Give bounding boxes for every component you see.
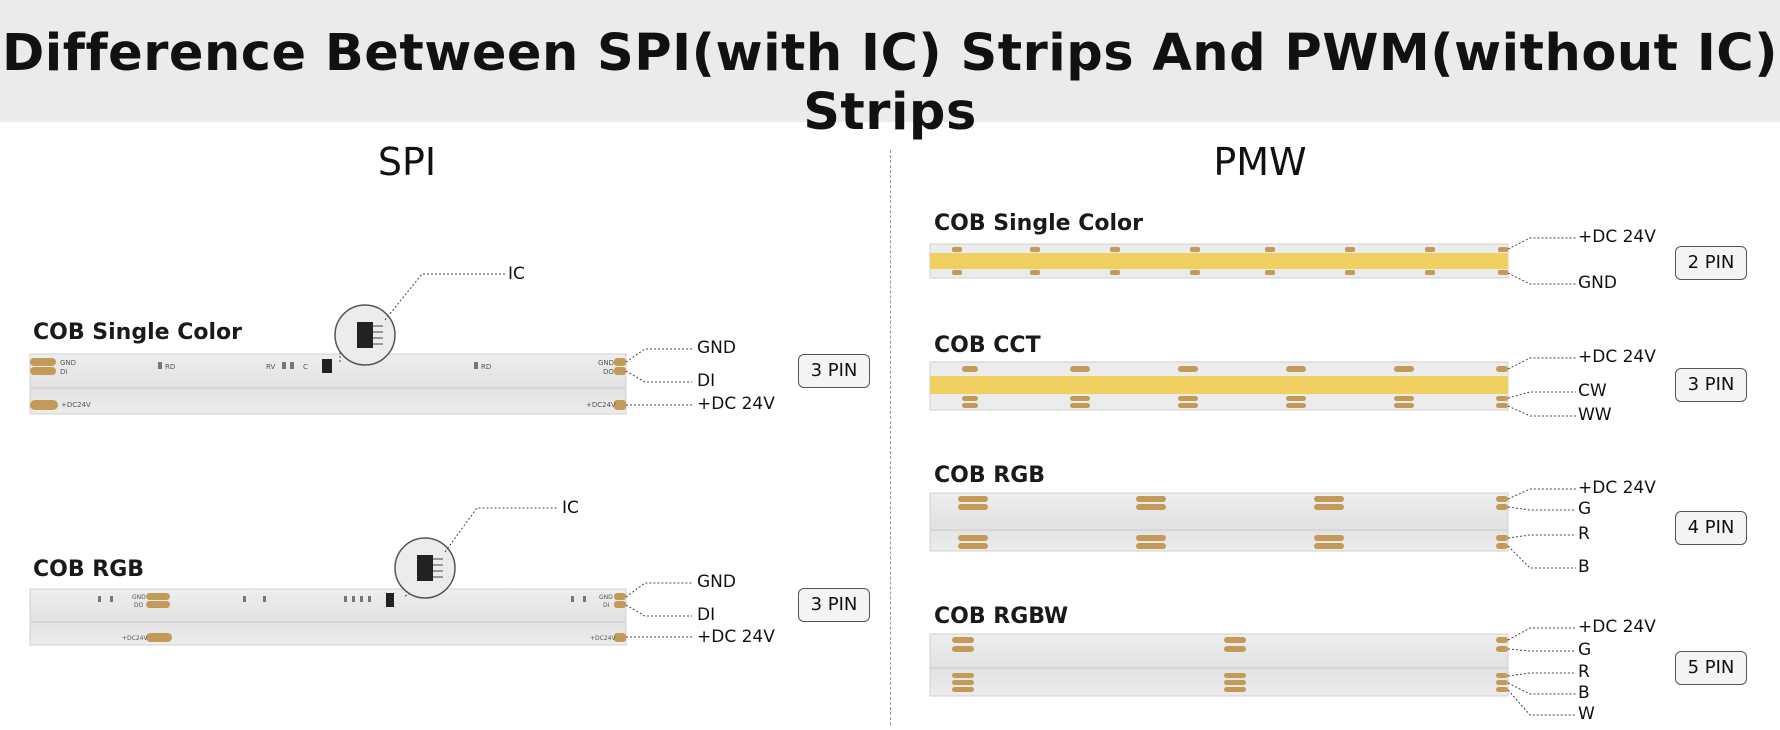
- copper-pad: [30, 400, 58, 410]
- pin-g: G: [1578, 499, 1592, 519]
- title-banner: [0, 0, 1780, 122]
- copper-pad: [30, 367, 56, 375]
- svg-text:C: C: [303, 363, 308, 371]
- svg-text:+DC24V: +DC24V: [586, 401, 616, 409]
- page-title: Difference Between SPI(with IC) Strips A…: [1, 24, 1779, 142]
- copper-pad: [30, 358, 56, 366]
- svg-text:+DC24V: +DC24V: [122, 635, 148, 642]
- pwm-strip-rgbw: [929, 627, 1576, 716]
- pin-gnd: GND: [697, 572, 736, 592]
- pwm-strip-1-label: COB Single Color: [934, 211, 1143, 236]
- pwm-strip-cct: [929, 357, 1576, 417]
- ic-chip-small: [322, 359, 332, 373]
- yellow-led-band: [930, 253, 1508, 269]
- svg-text:+DC24V: +DC24V: [590, 635, 616, 642]
- svg-text:DI: DI: [603, 602, 610, 609]
- svg-text:DI: DI: [60, 368, 67, 376]
- pin-b: B: [1578, 557, 1590, 577]
- pin-count-badge: 4 PIN: [1675, 511, 1747, 545]
- svg-text:GND: GND: [598, 359, 614, 367]
- svg-text:GND: GND: [60, 359, 76, 367]
- spi-heading: SPI: [377, 140, 437, 184]
- ic-label: IC: [562, 498, 579, 518]
- svg-text:DO: DO: [134, 602, 144, 609]
- pin-b: B: [1578, 683, 1590, 703]
- svg-text:DO: DO: [603, 368, 614, 376]
- pin-cw: CW: [1578, 381, 1607, 401]
- pin-count-badge: 3 PIN: [798, 588, 870, 622]
- pin-count-badge: 3 PIN: [798, 354, 870, 388]
- pwm-strip-3-label: COB RGB: [934, 463, 1046, 488]
- pin-dc24v: +DC 24V: [1578, 347, 1656, 367]
- pin-w: W: [1578, 704, 1595, 724]
- pin-gnd: GND: [697, 338, 736, 358]
- spi-strip-single-color: GND DI RD RV C RD GND DO +DC24V +DC24V: [29, 273, 692, 415]
- pin-count-badge: 2 PIN: [1675, 246, 1747, 280]
- svg-text:GND: GND: [132, 594, 146, 601]
- pin-g: G: [1578, 640, 1592, 660]
- column-divider: [890, 150, 891, 725]
- pin-dc24v: +DC 24V: [1578, 478, 1656, 498]
- pin-dc24v: +DC 24V: [1578, 227, 1656, 247]
- pwm-strip-rgb: [929, 488, 1576, 569]
- spi-strip-rgb: GND DO GND DI +DC24V +DC24V: [29, 507, 692, 646]
- svg-text:RD: RD: [481, 363, 491, 371]
- pin-count-badge: 5 PIN: [1675, 651, 1747, 685]
- svg-text:GND: GND: [599, 594, 613, 601]
- pin-r: R: [1578, 662, 1590, 682]
- spi-strip-1-label: COB Single Color: [33, 320, 242, 345]
- copper-pad: [614, 358, 626, 366]
- pwm-strip-single-color: [929, 237, 1576, 285]
- pin-di: DI: [697, 371, 716, 391]
- spi-strip-2-label: COB RGB: [33, 557, 145, 582]
- copper-pad: [614, 400, 626, 410]
- copper-pad: [614, 367, 626, 375]
- pin-dc24v: +DC 24V: [697, 627, 775, 647]
- pin-count-badge: 3 PIN: [1675, 368, 1747, 402]
- svg-text:+DC24V: +DC24V: [61, 401, 91, 409]
- pwm-heading: PMW: [1213, 140, 1307, 184]
- pin-dc24v: +DC 24V: [1578, 617, 1656, 637]
- ic-label: IC: [508, 264, 525, 284]
- ic-chip-icon: [357, 322, 373, 348]
- pin-di: DI: [697, 605, 716, 625]
- pwm-strip-4-label: COB RGBW: [934, 604, 1069, 629]
- pin-dc24v: +DC 24V: [697, 394, 775, 414]
- svg-text:RV: RV: [266, 363, 275, 371]
- pwm-strip-2-label: COB CCT: [934, 333, 1041, 358]
- svg-text:RD: RD: [165, 363, 175, 371]
- pin-gnd: GND: [1578, 273, 1617, 293]
- pin-r: R: [1578, 524, 1590, 544]
- pin-ww: WW: [1578, 405, 1612, 425]
